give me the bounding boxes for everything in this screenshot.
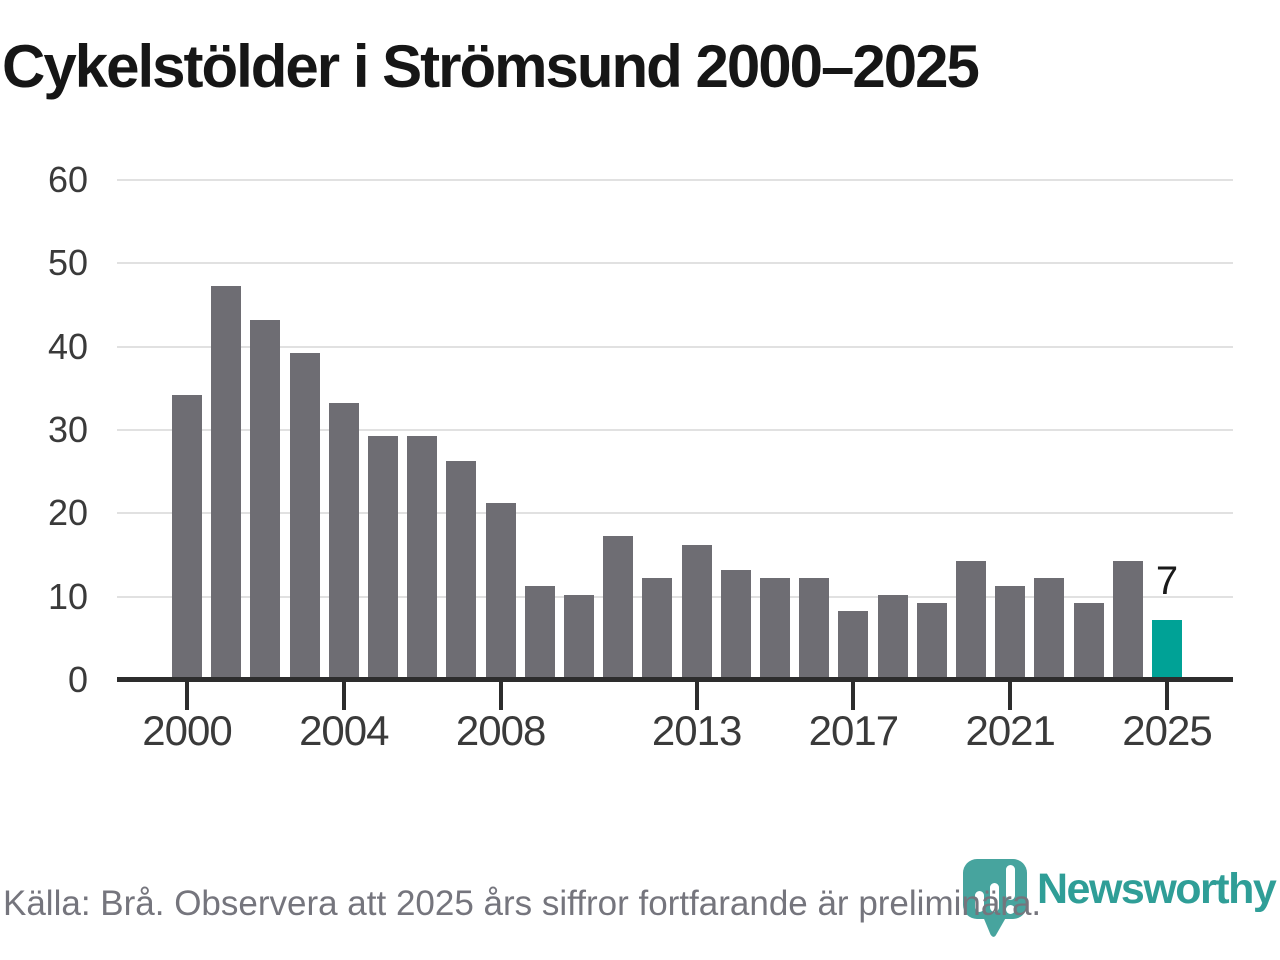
bar-2008: [485, 503, 516, 678]
x-tick-2013: [694, 680, 699, 710]
bar-2012: [642, 578, 673, 678]
x-tick-2017: [851, 680, 856, 710]
x-tick-2004: [341, 680, 346, 710]
gridline-y-40: [117, 345, 1233, 348]
x-tick-2025: [1165, 680, 1169, 710]
bar-2004: [328, 403, 359, 678]
y-axis-label-40: 40: [47, 325, 88, 367]
gridline-y-10: [117, 595, 1233, 598]
bar-2001: [211, 286, 242, 678]
y-axis-label-10: 10: [47, 575, 88, 617]
bar-2021: [995, 586, 1026, 678]
bar-2025: [1152, 619, 1182, 678]
y-axis-label-30: 30: [47, 409, 88, 450]
chart-title: Cykelstölder i Strömsund 2000–2025: [2, 33, 980, 100]
x-axis-label-2004: 2004: [299, 707, 389, 754]
bar-2015: [760, 578, 790, 678]
bar-2005: [368, 436, 398, 678]
bar-2013: [681, 544, 712, 678]
gridline-y-30: [117, 429, 1233, 431]
gridline-y-50: [117, 262, 1233, 265]
x-tick-2021: [1008, 680, 1013, 710]
bar-2022: [1034, 578, 1065, 678]
bar-2023: [1073, 603, 1104, 678]
x-axis-label-2017: 2017: [808, 707, 899, 754]
y-axis-label-0: 0: [67, 659, 88, 700]
bar-2007: [446, 461, 477, 678]
x-axis-label-2000: 2000: [142, 707, 232, 754]
newsworthy-wordmark: Newsworthy: [1037, 865, 1277, 913]
x-axis-label-2025: 2025: [1122, 707, 1212, 754]
newsworthy-logo-icon: [963, 859, 1027, 937]
gridline-y-60: [117, 179, 1233, 181]
bar-2016: [799, 578, 830, 678]
bar-2011: [603, 536, 634, 678]
value-label-2025: 7: [1155, 558, 1179, 603]
bar-2019: [916, 603, 947, 678]
x-axis-label-2008: 2008: [455, 707, 546, 754]
bar-2010: [564, 594, 594, 678]
bar-2009: [524, 586, 555, 678]
bar-2003: [289, 353, 320, 678]
x-axis-line: [117, 677, 1233, 682]
source-note: Källa: Brå. Observera att 2025 års siffr…: [3, 884, 1042, 923]
bar-2000: [172, 394, 202, 678]
bar-2020: [956, 561, 986, 678]
x-tick-2008: [498, 680, 503, 710]
bar-2002: [250, 319, 281, 678]
x-axis-label-2021: 2021: [965, 707, 1055, 754]
x-axis-label-2013: 2013: [651, 707, 742, 754]
y-axis-label-50: 50: [47, 242, 88, 284]
bar-2006: [407, 436, 438, 678]
x-tick-2000: [185, 680, 189, 710]
bar-2017: [838, 611, 869, 678]
bar-2014: [720, 569, 751, 678]
y-axis-label-60: 60: [47, 159, 88, 200]
bar-2018: [877, 594, 908, 678]
y-axis-label-20: 20: [47, 492, 88, 534]
bar-2024: [1112, 561, 1143, 678]
gridline-y-20: [117, 512, 1233, 515]
